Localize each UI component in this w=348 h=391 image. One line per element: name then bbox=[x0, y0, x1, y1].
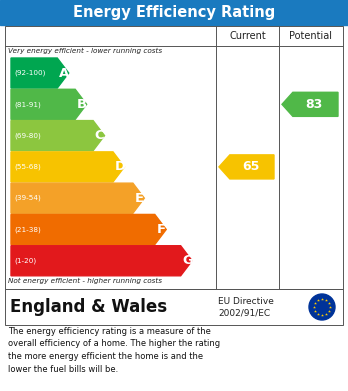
Text: (55-68): (55-68) bbox=[14, 164, 41, 170]
Text: 83: 83 bbox=[306, 98, 323, 111]
Polygon shape bbox=[11, 89, 87, 119]
Polygon shape bbox=[219, 155, 274, 179]
Bar bbox=[0, 0, 348, 25]
Polygon shape bbox=[282, 92, 338, 117]
Text: Current: Current bbox=[229, 31, 266, 41]
Text: England & Wales: England & Wales bbox=[10, 298, 167, 316]
Text: (39-54): (39-54) bbox=[14, 195, 41, 201]
Text: (92-100): (92-100) bbox=[14, 70, 45, 76]
Polygon shape bbox=[11, 152, 125, 182]
Text: (81-91): (81-91) bbox=[14, 101, 41, 108]
Text: F: F bbox=[156, 223, 165, 236]
Text: Not energy efficient - higher running costs: Not energy efficient - higher running co… bbox=[8, 278, 162, 284]
Text: B: B bbox=[77, 98, 87, 111]
Polygon shape bbox=[11, 214, 166, 244]
Text: D: D bbox=[114, 160, 126, 173]
Text: 65: 65 bbox=[242, 160, 259, 173]
Polygon shape bbox=[11, 120, 104, 151]
Text: E: E bbox=[134, 192, 143, 204]
Text: Potential: Potential bbox=[290, 31, 332, 41]
Text: C: C bbox=[95, 129, 104, 142]
Text: EU Directive
2002/91/EC: EU Directive 2002/91/EC bbox=[218, 297, 274, 317]
Text: G: G bbox=[182, 254, 193, 267]
Polygon shape bbox=[11, 246, 192, 276]
Text: (69-80): (69-80) bbox=[14, 133, 41, 139]
Bar bbox=[5, 26, 343, 289]
Text: A: A bbox=[59, 66, 69, 79]
Polygon shape bbox=[11, 58, 69, 88]
Bar bbox=[5, 289, 343, 325]
Polygon shape bbox=[11, 183, 144, 213]
Circle shape bbox=[309, 294, 335, 320]
Text: (1-20): (1-20) bbox=[14, 258, 36, 264]
Text: Very energy efficient - lower running costs: Very energy efficient - lower running co… bbox=[8, 48, 162, 54]
Text: The energy efficiency rating is a measure of the
overall efficiency of a home. T: The energy efficiency rating is a measur… bbox=[8, 327, 220, 373]
Text: Energy Efficiency Rating: Energy Efficiency Rating bbox=[73, 5, 275, 20]
Text: (21-38): (21-38) bbox=[14, 226, 41, 233]
